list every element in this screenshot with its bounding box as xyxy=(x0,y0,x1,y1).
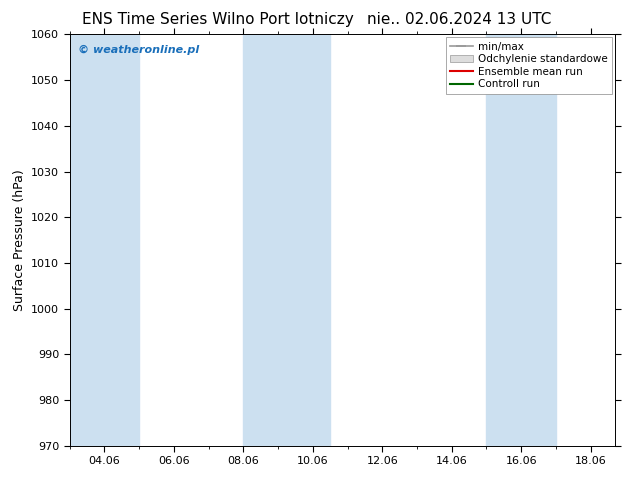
Bar xyxy=(243,34,330,446)
Text: ENS Time Series Wilno Port lotniczy: ENS Time Series Wilno Port lotniczy xyxy=(82,12,354,27)
Bar xyxy=(486,34,556,446)
Text: © weatheronline.pl: © weatheronline.pl xyxy=(78,45,199,55)
Bar xyxy=(70,34,139,446)
Y-axis label: Surface Pressure (hPa): Surface Pressure (hPa) xyxy=(13,169,25,311)
Legend: min/max, Odchylenie standardowe, Ensemble mean run, Controll run: min/max, Odchylenie standardowe, Ensembl… xyxy=(446,37,612,94)
Text: nie.. 02.06.2024 13 UTC: nie.. 02.06.2024 13 UTC xyxy=(367,12,552,27)
